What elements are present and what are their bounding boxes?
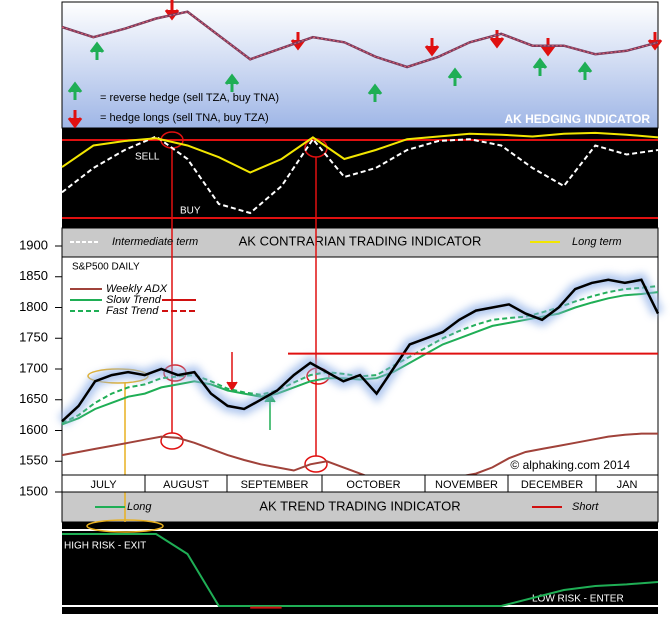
x-tick-label: JULY bbox=[90, 479, 117, 491]
line bbox=[62, 533, 659, 607]
legend-label: Long term bbox=[572, 236, 622, 248]
exit-label: HIGH RISK - EXIT bbox=[64, 541, 146, 552]
x-tick-label: SEPTEMBER bbox=[241, 479, 309, 491]
legend-label: Slow Trend bbox=[106, 294, 162, 306]
buy-label: BUY bbox=[180, 206, 201, 217]
x-tick-label: OCTOBER bbox=[346, 479, 400, 491]
line bbox=[61, 131, 659, 174]
hedging-panel bbox=[61, 1, 659, 129]
legend-label: Fast Trend bbox=[106, 305, 159, 317]
x-tick-label: NOVEMBER bbox=[435, 479, 498, 491]
legend-label: Weekly ADX bbox=[106, 283, 168, 295]
y-tick-label: 1750 bbox=[19, 330, 48, 345]
legend-label: Intermediate term bbox=[112, 236, 198, 248]
hedging-title: AK HEDGING INDICATOR bbox=[504, 112, 650, 126]
y-tick-label: 1600 bbox=[19, 422, 48, 437]
line bbox=[61, 432, 658, 487]
x-tick-label: JAN bbox=[617, 479, 638, 491]
legend-label: Long bbox=[127, 501, 152, 513]
enter-label: LOW RISK - ENTER bbox=[532, 594, 624, 605]
price-subtitle: S&P500 DAILY bbox=[72, 262, 140, 273]
legend-red: = hedge longs (sell TNA, buy TZA) bbox=[100, 112, 269, 124]
line-highlight bbox=[61, 11, 659, 68]
contrarian-panel bbox=[62, 128, 658, 228]
y-tick-label: 1500 bbox=[19, 483, 48, 498]
y-tick-label: 1900 bbox=[19, 237, 48, 252]
sell-label: SELL bbox=[135, 152, 160, 163]
y-tick-label: 1550 bbox=[19, 453, 48, 468]
y-tick-label: 1700 bbox=[19, 360, 48, 375]
x-tick-label: DECEMBER bbox=[521, 479, 583, 491]
line bbox=[61, 278, 660, 423]
credit: © alphaking.com 2014 bbox=[510, 458, 630, 472]
y-tick-label: 1850 bbox=[19, 268, 48, 283]
trend-title: AK TREND TRADING INDICATOR bbox=[259, 498, 460, 513]
legend-label: Short bbox=[572, 501, 599, 513]
y-tick-label: 1800 bbox=[19, 299, 48, 314]
contrarian-title: AK CONTRARIAN TRADING INDICATOR bbox=[239, 233, 482, 248]
x-tick-label: AUGUST bbox=[163, 479, 209, 491]
legend-green: = reverse hedge (sell TZA, buy TNA) bbox=[100, 92, 279, 104]
y-tick-label: 1650 bbox=[19, 391, 48, 406]
